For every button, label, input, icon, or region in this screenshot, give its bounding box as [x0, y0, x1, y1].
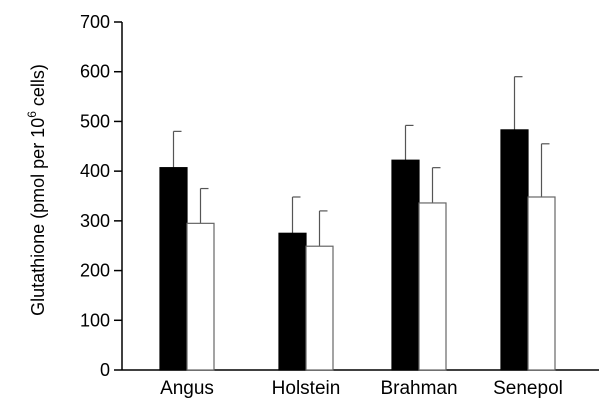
- x-category-label: Senepol: [493, 378, 563, 399]
- bar: [391, 159, 420, 371]
- y-axis: 0 100 200 300 400 500 600 700: [80, 12, 123, 380]
- bar: [278, 232, 307, 371]
- bars: [159, 76, 556, 371]
- y-tick-label: 300: [80, 211, 110, 231]
- y-tick-label: 100: [80, 310, 110, 330]
- y-tick-label: 600: [80, 62, 110, 82]
- bar: [527, 196, 556, 371]
- y-tick-label: 0: [100, 360, 110, 380]
- y-tick-label: 200: [80, 261, 110, 281]
- bar: [305, 245, 334, 371]
- bar: [418, 202, 447, 371]
- bar: [500, 129, 529, 371]
- x-category-label: Angus: [160, 378, 214, 399]
- y-tick-label: 500: [80, 111, 110, 131]
- x-category-label: Holstein: [272, 378, 341, 399]
- y-axis-title: Glutathione (pmol per 106 cells): [25, 64, 48, 316]
- bar: [159, 167, 188, 371]
- y-tick-label: 400: [80, 161, 110, 181]
- x-axis: Angus Holstein Brahman Senepol: [122, 369, 599, 399]
- y-tick-label: 700: [80, 12, 110, 32]
- bar: [186, 222, 215, 371]
- x-category-label: Brahman: [380, 378, 457, 399]
